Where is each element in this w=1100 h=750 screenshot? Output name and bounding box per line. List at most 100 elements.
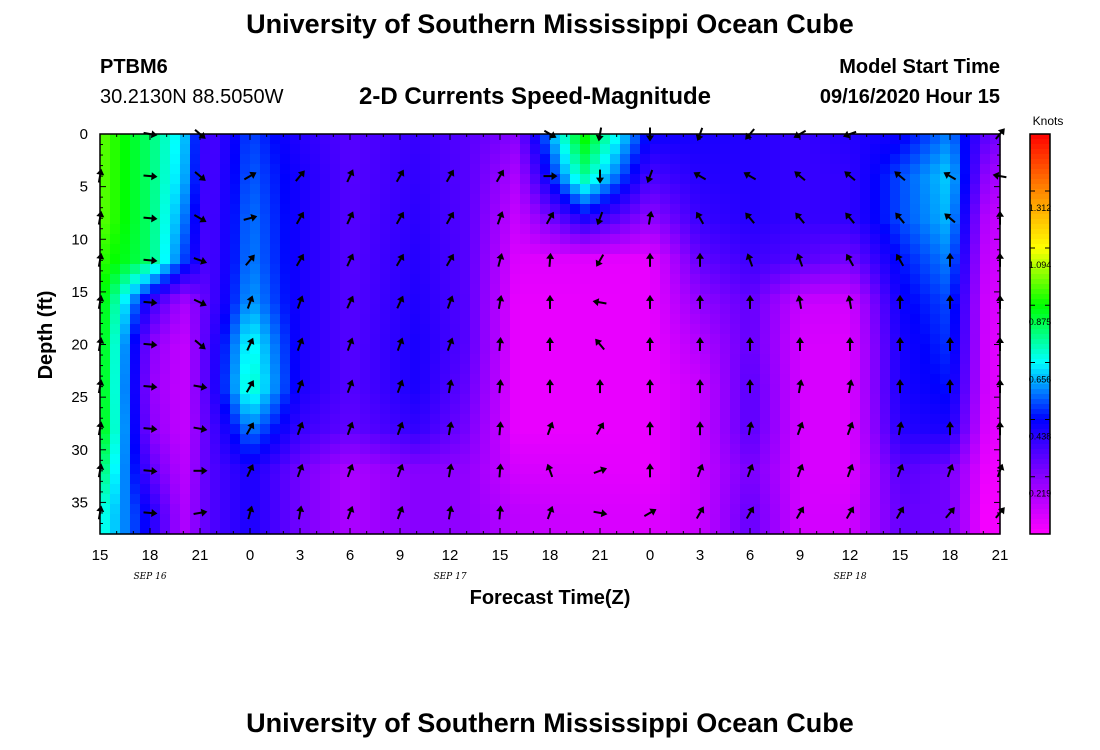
heatmap-cell — [110, 234, 121, 245]
heatmap-cell — [930, 264, 941, 275]
heatmap-cell — [250, 174, 261, 185]
heatmap-cell — [200, 194, 211, 205]
heatmap-cell — [640, 304, 651, 315]
arrow-head — [946, 379, 954, 386]
heatmap-cell — [690, 524, 701, 535]
heatmap-cell — [740, 214, 751, 225]
heatmap-cell — [100, 504, 111, 515]
heatmap-cell — [330, 424, 341, 435]
heatmap-cell — [360, 394, 371, 405]
heatmap-cell — [700, 214, 711, 225]
heatmap-cell — [740, 414, 751, 425]
heatmap-cell — [580, 464, 591, 475]
heatmap-cell — [340, 244, 351, 255]
station-coordinates: 30.2130N 88.5050W — [100, 86, 284, 108]
heatmap-cell — [430, 214, 441, 225]
heatmap-cell — [360, 324, 371, 335]
heatmap-cell — [240, 494, 251, 505]
heatmap-cell — [690, 254, 701, 265]
heatmap-cell — [820, 274, 831, 285]
heatmap-cell — [780, 304, 791, 315]
heatmap-cell — [110, 334, 121, 345]
heatmap-cell — [640, 254, 651, 265]
heatmap-cell — [260, 254, 271, 265]
heatmap-cell — [940, 464, 951, 475]
heatmap-cell — [530, 274, 541, 285]
heatmap-cell — [540, 164, 551, 175]
heatmap-cell — [250, 504, 261, 515]
heatmap-cell — [410, 384, 421, 395]
heatmap-cell — [500, 274, 511, 285]
heatmap-cell — [300, 454, 311, 465]
arrow-head — [693, 171, 701, 179]
heatmap-cell — [800, 164, 811, 175]
heatmap-cell — [100, 254, 111, 265]
heatmap-cell — [540, 524, 551, 535]
heatmap-cell — [780, 494, 791, 505]
heatmap-cell — [260, 154, 271, 165]
heatmap-cell — [940, 364, 951, 375]
heatmap-cell — [180, 164, 191, 175]
heatmap-cell — [580, 494, 591, 505]
heatmap-cell — [720, 414, 731, 425]
heatmap-cell — [130, 174, 141, 185]
heatmap-cell — [410, 484, 421, 495]
heatmap-cell — [470, 234, 481, 245]
current-arrow — [596, 169, 604, 184]
heatmap-cell — [160, 154, 171, 165]
heatmap-cell — [190, 394, 201, 405]
arrow-head — [649, 508, 657, 516]
colorbar-segment — [1030, 169, 1050, 175]
heatmap-cell — [850, 514, 861, 525]
heatmap-cell — [700, 464, 711, 475]
heatmap-cell — [490, 344, 501, 355]
heatmap-cell — [350, 434, 361, 445]
heatmap-cell — [590, 424, 601, 435]
heatmap-cell — [210, 504, 221, 515]
heatmap-cell — [800, 474, 811, 485]
heatmap-cell — [650, 144, 661, 155]
heatmap-cell — [700, 344, 711, 355]
heatmap-cell — [580, 454, 591, 465]
heatmap-cell — [810, 214, 821, 225]
heatmap-cell — [230, 214, 241, 225]
heatmap-cell — [340, 364, 351, 375]
arrow-head — [795, 295, 804, 302]
heatmap-cell — [190, 274, 201, 285]
heatmap-cell — [750, 364, 761, 375]
heatmap-cell — [930, 344, 941, 355]
heatmap-cell — [920, 214, 931, 225]
current-arrow — [695, 506, 705, 520]
heatmap-cell — [680, 274, 691, 285]
heatmap-cell — [480, 134, 491, 145]
heatmap-cell — [450, 264, 461, 275]
heatmap-cell — [300, 404, 311, 415]
heatmap-cell — [670, 524, 681, 535]
heatmap-cell — [140, 244, 151, 255]
heatmap-cell — [480, 424, 491, 435]
heatmap-cell — [520, 314, 531, 325]
heatmap-cell — [330, 204, 341, 215]
current-arrow — [845, 212, 855, 224]
heatmap-cell — [720, 134, 731, 145]
heatmap-cell — [170, 254, 181, 265]
colorbar-segment — [1030, 134, 1050, 140]
heatmap-cell — [310, 434, 321, 445]
heatmap-cell — [750, 244, 761, 255]
heatmap-cell — [720, 154, 731, 165]
heatmap-cell — [680, 314, 691, 325]
heatmap-cell — [120, 224, 131, 235]
heatmap-cell — [750, 334, 761, 345]
heatmap-cell — [770, 304, 781, 315]
heatmap-cell — [140, 424, 151, 435]
heatmap-cell — [950, 194, 961, 205]
heatmap-cell — [280, 194, 291, 205]
heatmap-cell — [150, 144, 161, 155]
heatmap-cell — [470, 314, 481, 325]
heatmap-cell — [540, 184, 551, 195]
heatmap-cell — [830, 424, 841, 435]
arrow-head — [347, 169, 355, 177]
heatmap-cell — [350, 154, 361, 165]
heatmap-cell — [480, 314, 491, 325]
heatmap-cell — [160, 374, 171, 385]
